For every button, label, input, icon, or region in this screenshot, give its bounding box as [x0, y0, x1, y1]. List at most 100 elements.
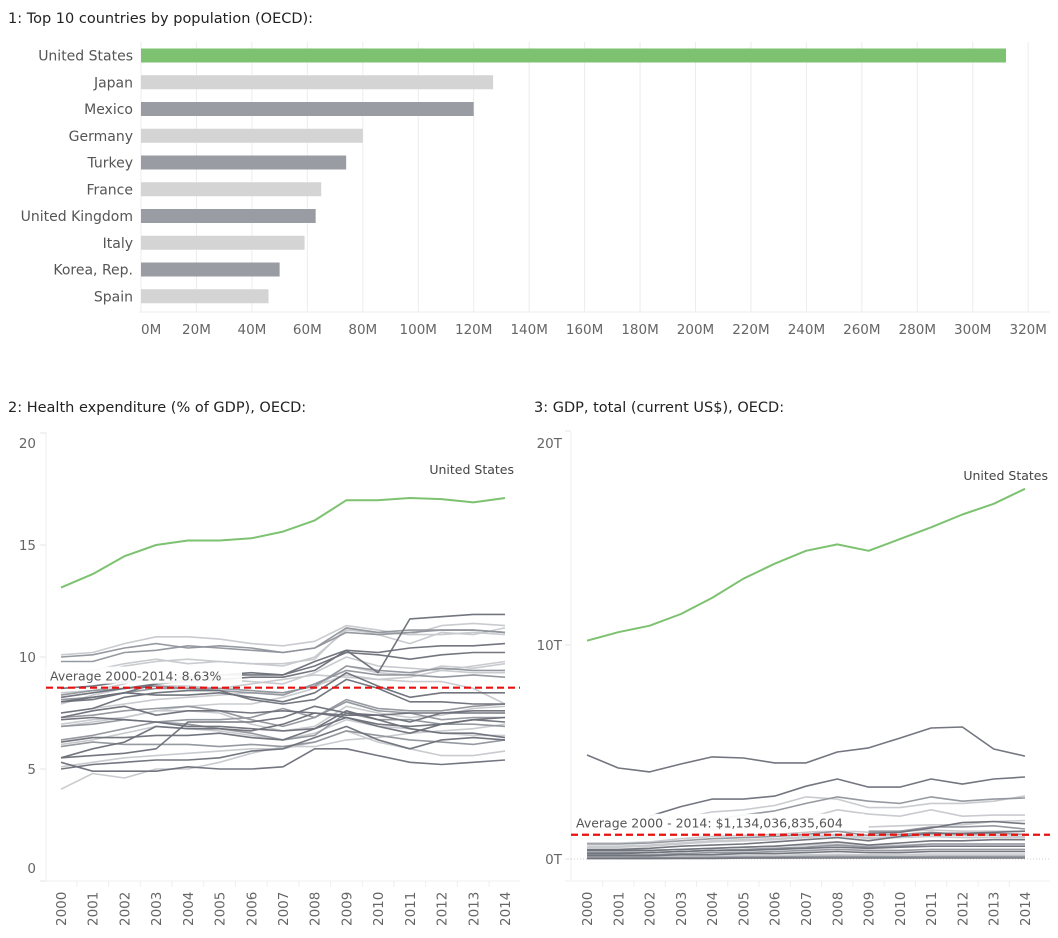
health-expenditure-line-chart: 0 5 10 15 20 2000 2001 2002 2003 2004 2005 2006 2007… — [19, 432, 520, 926]
series-line-s13 — [587, 838, 1025, 852]
y-tick-label: 20T — [537, 436, 563, 452]
x-tick-label: 2014 — [498, 892, 514, 926]
population-bar-chart: 0M 20M 40M 60M 80M 100M 120M 140M 160M 180M 200M 22… — [21, 42, 1050, 338]
series-line-s22 — [587, 857, 1025, 860]
series-line-japan — [586, 726, 1026, 773]
bar-germany — [141, 128, 363, 143]
series-line-s20 — [587, 853, 1025, 858]
x-tick-label: 2011 — [924, 892, 940, 926]
x-tick-label: 2005 — [736, 892, 752, 926]
x-tick-label: 200M — [677, 322, 714, 338]
x-tick-label: 2013 — [987, 892, 1003, 926]
x-tick-label: 2006 — [768, 892, 784, 926]
series-line-s20 — [60, 716, 506, 732]
category-label: Japan — [93, 75, 133, 91]
population-chart-title: 1: Top 10 countries by population (OECD)… — [8, 11, 314, 27]
series-line-s27 — [60, 748, 506, 772]
category-label: United Kingdom — [21, 209, 133, 225]
y-tick-label: 20 — [19, 436, 36, 452]
series-line-s28 — [60, 725, 506, 770]
series-line-s5 — [805, 809, 1025, 820]
x-tick-label: 20M — [182, 322, 211, 338]
x-tick-label: 160M — [566, 322, 603, 338]
bar-france — [141, 182, 322, 197]
x-tick-label: 220M — [732, 322, 769, 338]
reference-label-background — [572, 813, 864, 831]
x-tick-label: 2001 — [86, 892, 102, 926]
series-line-s8 — [868, 820, 1026, 835]
gdp-chart-title: 3: GDP, total (current US$), OECD: — [534, 400, 785, 416]
bar-mexico — [141, 102, 474, 116]
category-label: Korea, Rep. — [53, 263, 133, 279]
category-label: Germany — [69, 129, 133, 145]
x-tick-label: 2007 — [276, 892, 292, 926]
highlight-line-united-states — [60, 497, 506, 589]
series-line-s4 — [711, 796, 1026, 821]
x-tick-label: 2000 — [580, 892, 596, 926]
bar-spain — [141, 289, 269, 304]
series-line-s16 — [60, 705, 505, 719]
x-tick-label: 240M — [788, 322, 825, 338]
bar-korea-rep- — [141, 262, 280, 277]
bar-united-states — [141, 48, 1007, 63]
x-tick-label: 40M — [237, 322, 266, 338]
series-line-s11 — [60, 669, 506, 701]
x-tick-label: 180M — [621, 322, 658, 338]
series-line-s15 — [60, 678, 505, 714]
health-chart-title: 2: Health expenditure (% of GDP), OECD: — [8, 400, 307, 416]
x-tick-label: 2010 — [371, 892, 387, 926]
gdp-line-chart: 0T 10T 20T 2000 2001 2002 2003 2004 2005 2006 2007… — [537, 430, 1050, 926]
x-tick-label: 2003 — [149, 892, 165, 926]
x-tick-label: 2008 — [830, 892, 846, 926]
x-tick-label: 80M — [348, 322, 377, 338]
x-tick-label: 2006 — [244, 892, 260, 926]
bar-united-kingdom — [141, 209, 316, 223]
x-tick-label: 60M — [293, 322, 322, 338]
series-line-s3 — [680, 795, 1026, 820]
series-line-s18 — [587, 848, 1025, 856]
series-line-s21 — [587, 855, 1025, 859]
x-tick-label: 2009 — [862, 892, 878, 926]
highlight-series-label: United States — [963, 468, 1048, 483]
reference-line-label: Average 2000 - 2014: $1,134,036,835,604 — [576, 816, 843, 831]
series-line-s30 — [60, 723, 506, 790]
category-label: Mexico — [84, 102, 133, 118]
x-tick-label: 2008 — [308, 892, 324, 926]
y-tick-label: 5 — [27, 762, 36, 778]
x-tick-label: 2007 — [799, 892, 815, 926]
x-tick-label: 2001 — [611, 892, 627, 926]
category-label: France — [86, 182, 133, 198]
highlight-series-label: United States — [429, 462, 514, 477]
x-tick-label: 100M — [400, 322, 437, 338]
x-tick-label: 2010 — [893, 892, 909, 926]
x-tick-label: 280M — [899, 322, 936, 338]
x-tick-label: 2002 — [117, 892, 133, 926]
series-line-s25 — [60, 730, 506, 748]
series-line-s16 — [587, 845, 1025, 855]
y-tick-label: 0T — [545, 852, 563, 868]
series-line-s13 — [60, 671, 505, 703]
bar-italy — [141, 235, 305, 250]
x-tick-label: 2003 — [674, 892, 690, 926]
x-tick-label: 2004 — [705, 892, 721, 926]
series-line-s19 — [587, 850, 1025, 857]
x-tick-label: 2009 — [339, 892, 355, 926]
series-line-s8 — [60, 629, 506, 674]
reference-label-background — [46, 666, 242, 684]
y-tick-label: 15 — [19, 538, 36, 554]
y-tick-label: 10T — [537, 638, 563, 654]
x-tick-label: 2011 — [403, 892, 419, 926]
series-line-s9 — [587, 829, 1025, 844]
bar-japan — [141, 75, 494, 90]
series-line-s7 — [868, 825, 1026, 832]
category-label: Italy — [103, 236, 133, 252]
x-tick-label: 320M — [1009, 322, 1046, 338]
series-line-s26 — [60, 705, 505, 759]
x-tick-label: 2002 — [643, 892, 659, 926]
category-label: Spain — [94, 289, 133, 305]
x-tick-label: 2004 — [181, 892, 197, 926]
series-line-s14 — [587, 834, 1025, 848]
x-tick-label: 260M — [843, 322, 880, 338]
x-tick-label: 300M — [954, 322, 991, 338]
